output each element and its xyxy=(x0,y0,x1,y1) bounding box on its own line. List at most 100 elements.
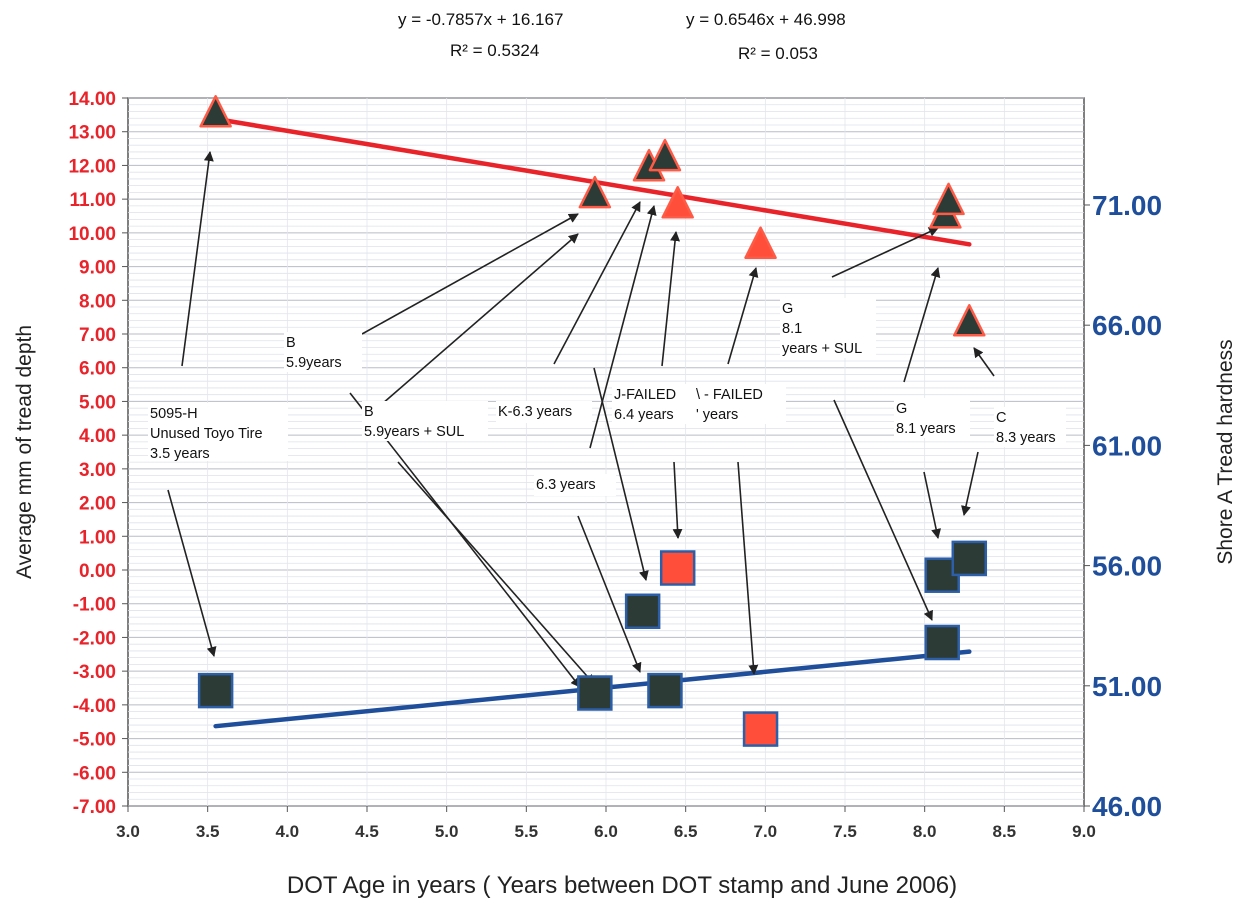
annotation-text: 8.1 years xyxy=(896,421,956,437)
y-left-tick-label: 10.00 xyxy=(68,224,116,245)
annotation-arrow xyxy=(381,233,579,405)
annotation-arrow xyxy=(553,201,641,365)
y-left-tick-label: 1.00 xyxy=(79,527,116,548)
equation-right: y = 0.6546x + 46.998 xyxy=(686,10,846,29)
y-left-tick-label: -7.00 xyxy=(73,797,116,818)
annotation-text: G xyxy=(782,301,793,317)
annotation-arrow xyxy=(973,347,995,377)
annotation-box xyxy=(780,298,876,358)
annotation-text: 8.3 years xyxy=(996,430,1056,446)
annotation-arrow xyxy=(181,151,214,367)
equation-left: y = -0.7857x + 16.167 xyxy=(398,10,563,29)
x-tick-label: 4.5 xyxy=(355,822,379,841)
x-tick-label: 8.5 xyxy=(993,822,1017,841)
annotation-box xyxy=(284,332,362,372)
y-left-tick-label: 2.00 xyxy=(79,494,116,515)
annotation-box xyxy=(496,401,592,423)
y-left-tick-label: -1.00 xyxy=(73,595,116,616)
y-left-tick-label: 9.00 xyxy=(79,258,116,279)
square-marker xyxy=(742,711,779,747)
x-tick-label: 3.5 xyxy=(196,822,220,841)
y-left-tick-label: 6.00 xyxy=(79,359,116,380)
data-points xyxy=(197,95,988,747)
x-tick-label: 7.0 xyxy=(754,822,778,841)
triangle-marker xyxy=(648,138,682,172)
annotation-arrow xyxy=(593,367,649,581)
y-left-tick-label: 0.00 xyxy=(79,561,116,582)
x-tick-label: 3.0 xyxy=(116,822,140,841)
annotation-arrow xyxy=(737,461,759,675)
y-right-tick-label: 71.00 xyxy=(1092,190,1162,221)
y-right-tick-label: 61.00 xyxy=(1092,430,1162,461)
y-left-tick-label: 13.00 xyxy=(68,123,116,144)
triangle-marker xyxy=(578,175,612,209)
x-tick-label: 9.0 xyxy=(1072,822,1096,841)
annotation-arrow xyxy=(833,399,933,621)
annotation-arrow xyxy=(397,461,595,685)
y-left-tick-label: 4.00 xyxy=(79,426,116,447)
annotation-labels: 5095-H Unused Toyo Tire 3.5 years B 5.9years… xyxy=(148,298,1066,496)
annotation-text: 6.3 years xyxy=(536,477,596,493)
annotation-text: 6.4 years xyxy=(614,407,674,423)
left-axis-ticks: 14.00 13.00 12.00 11.00 10.00 9.00 8.00 7.00 6.0… xyxy=(68,89,128,818)
triangle-marker xyxy=(661,186,694,219)
x-tick-label: 6.5 xyxy=(674,822,698,841)
annotation-arrow xyxy=(961,451,979,516)
annotation-text: B xyxy=(364,404,374,420)
square-marker xyxy=(624,593,661,630)
y-right-tick-label: 56.00 xyxy=(1092,551,1162,582)
annotation-arrow xyxy=(349,392,581,688)
square-marker xyxy=(924,624,960,661)
square-marker xyxy=(951,540,988,577)
r2-left: R² = 0.5324 xyxy=(450,41,539,60)
annotation-text: J-FAILED xyxy=(614,387,676,403)
square-marker xyxy=(659,550,696,586)
annotation-text: ' years xyxy=(696,407,738,423)
x-tick-label: 5.5 xyxy=(515,822,539,841)
annotation-text: C xyxy=(996,410,1006,426)
y-left-tick-label: 5.00 xyxy=(79,392,116,413)
annotation-box xyxy=(362,401,488,441)
y-left-tick-label: 12.00 xyxy=(68,156,116,177)
y-axis-left-label: Average mm of tread depth xyxy=(13,325,36,579)
annotation-arrow xyxy=(577,515,642,673)
x-tick-label: 4.0 xyxy=(276,822,300,841)
y-left-tick-label: -6.00 xyxy=(73,763,116,784)
annotation-box xyxy=(894,398,970,438)
y-right-tick-label: 66.00 xyxy=(1092,310,1162,341)
triangle-marker xyxy=(953,304,986,337)
y-left-tick-label: 14.00 xyxy=(68,89,116,110)
x-axis-label: DOT Age in years ( Years between DOT sta… xyxy=(287,872,957,899)
annotation-box xyxy=(694,384,786,424)
annotation-arrow xyxy=(167,489,217,657)
annotation-arrow xyxy=(672,461,683,539)
square-marker xyxy=(577,675,613,711)
r2-right: R² = 0.053 xyxy=(738,44,818,63)
x-tick-label: 6.0 xyxy=(594,822,618,841)
annotation-text: years + SUL xyxy=(782,341,862,357)
annotation-arrow xyxy=(903,267,941,383)
y-left-tick-label: -2.00 xyxy=(73,628,116,649)
annotation-text: G xyxy=(896,401,907,417)
x-axis-ticks: 3.0 3.5 4.0 4.5 5.0 5.5 6.0 6.5 7.0 7.5 8.0 8.5 9.0 xyxy=(116,806,1096,841)
annotation-box xyxy=(534,474,616,496)
annotation-text: 8.1 xyxy=(782,321,802,337)
annotation-arrow xyxy=(727,267,759,365)
annotation-text: 5.9years + SUL xyxy=(364,424,464,440)
annotation-arrow xyxy=(923,471,942,539)
annotation-text: B xyxy=(286,335,296,351)
annotation-arrows xyxy=(167,151,995,688)
y-right-tick-label: 51.00 xyxy=(1092,671,1162,702)
annotation-box xyxy=(612,384,694,424)
x-tick-label: 8.0 xyxy=(913,822,937,841)
annotation-text: 3.5 years xyxy=(150,446,210,462)
y-left-tick-label: 11.00 xyxy=(70,190,117,211)
annotation-text: 5.9years xyxy=(286,355,342,371)
annotation-arrow xyxy=(661,231,681,367)
y-left-tick-label: 8.00 xyxy=(79,291,116,312)
square-marker xyxy=(197,672,234,709)
annotation-text: K-6.3 years xyxy=(498,404,572,420)
x-tick-label: 7.5 xyxy=(833,822,857,841)
x-tick-label: 5.0 xyxy=(435,822,459,841)
